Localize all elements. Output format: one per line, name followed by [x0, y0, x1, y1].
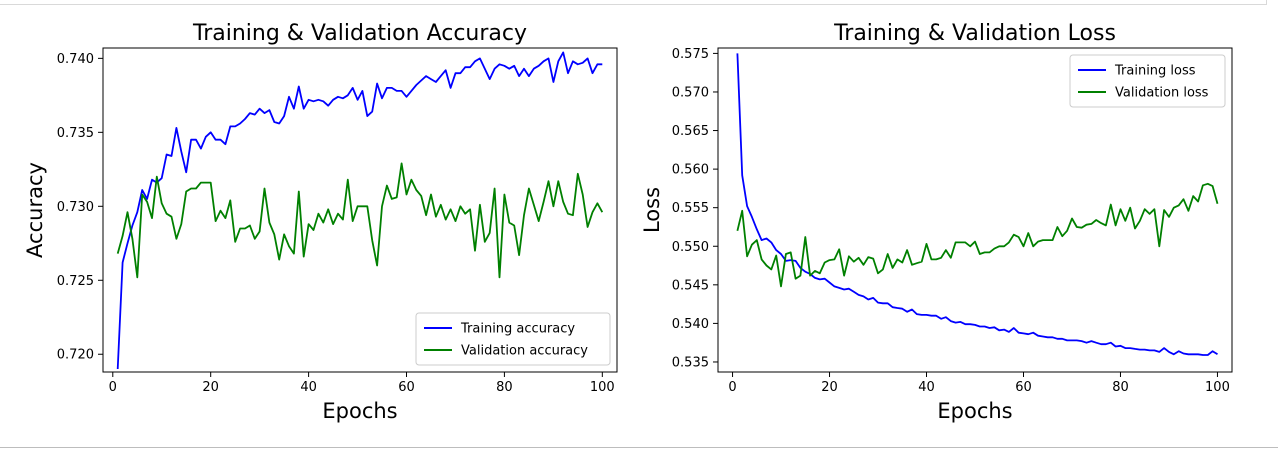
y-tick-label: 0.545: [672, 278, 709, 293]
x-tick-label: 20: [821, 380, 838, 395]
plot-frame: [102, 47, 618, 373]
y-tick-label: 0.560: [672, 163, 709, 178]
x-tick-label: 60: [1015, 380, 1032, 395]
x-axis-label: Epochs: [322, 399, 397, 423]
legend-box: [1069, 54, 1226, 108]
legend-label-1: Training loss: [1114, 64, 1196, 79]
y-axis-label: Loss: [640, 187, 664, 233]
y-tick-label: 0.570: [672, 85, 709, 100]
chart-2: Training & Validation Loss 0 20 40 60 80 100 0.…: [640, 21, 1233, 423]
y-tick-label: 0.730: [57, 200, 94, 215]
y-tick-label: 0.565: [672, 124, 709, 139]
chart-title: Training & Validation Loss: [833, 21, 1116, 46]
x-tick-label: 0: [109, 380, 117, 395]
x-tick-label: 80: [1112, 380, 1129, 395]
y-axis-label: Accuracy: [23, 162, 47, 258]
y-tick-label: 0.555: [672, 201, 709, 216]
plot-frame: [717, 47, 1233, 373]
y-tick-label: 0.550: [672, 240, 709, 255]
y-tick-label: 0.535: [672, 355, 709, 370]
y-tick-label: 0.540: [672, 317, 709, 332]
chart-title: Training & Validation Accuracy: [192, 21, 527, 46]
x-tick-label: 40: [300, 380, 317, 395]
y-tick-label: 0.575: [672, 47, 709, 62]
cell-top-border: [0, 0, 1267, 5]
y-tick-label: 0.740: [57, 52, 94, 67]
series-line-1: [736, 53, 1218, 356]
x-tick-label: 0: [728, 380, 736, 395]
x-tick-label: 20: [202, 380, 219, 395]
legend-box: [415, 312, 611, 366]
y-tick-label: 0.720: [57, 348, 94, 363]
x-tick-label: 40: [918, 380, 935, 395]
y-tick-label: 0.735: [57, 126, 94, 141]
series-line-2: [116, 162, 604, 279]
x-tick-label: 100: [1205, 380, 1230, 395]
x-tick-label: 60: [398, 380, 415, 395]
chart-1: Training & Validation Accuracy 0 20 40 60 80 1…: [23, 21, 618, 423]
x-tick-label: 100: [590, 380, 615, 395]
x-axis-label: Epochs: [937, 399, 1012, 423]
legend: Training loss Validation loss: [1069, 54, 1226, 108]
series-line-2: [736, 182, 1219, 288]
x-tick-label: 80: [496, 380, 513, 395]
legend-label-1: Training accuracy: [460, 322, 575, 337]
y-tick-label: 0.725: [57, 274, 94, 289]
series-line-1: [116, 51, 603, 370]
legend-label-2: Validation loss: [1115, 86, 1209, 101]
cell-bottom-border: [0, 447, 1278, 448]
legend: Training accuracy Validation accuracy: [415, 312, 611, 366]
legend-label-2: Validation accuracy: [461, 344, 588, 359]
